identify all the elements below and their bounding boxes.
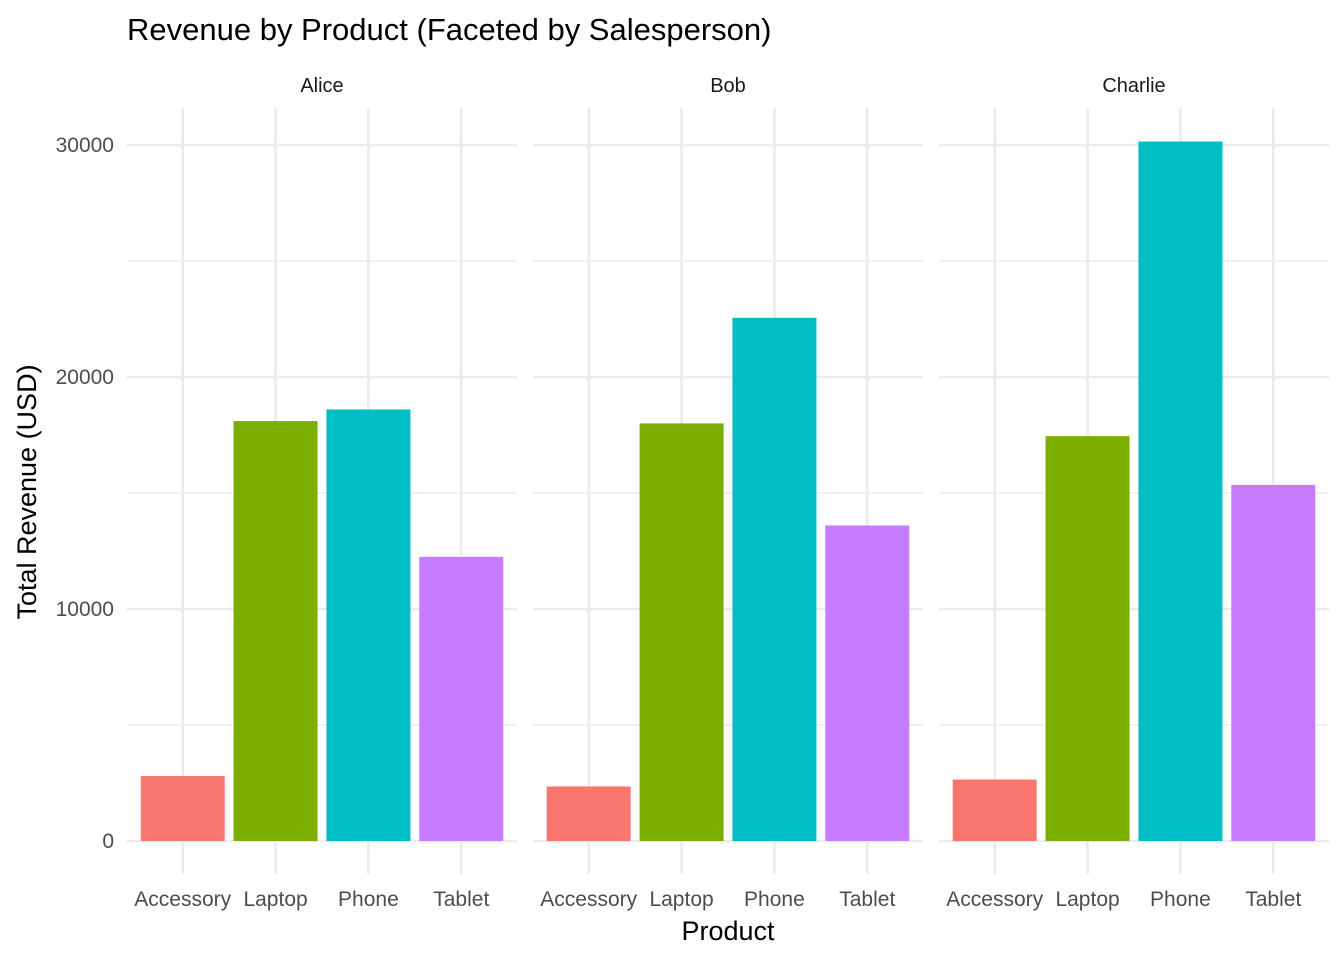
bar-bob-accessory <box>546 786 631 841</box>
facet-strip-label: Bob <box>710 75 746 97</box>
chart-title: Revenue by Product (Faceted by Salespers… <box>127 12 771 47</box>
x-axis-title: Product <box>681 916 775 946</box>
x-tick-label: Phone <box>1150 888 1211 911</box>
facet-strip-label: Alice <box>300 75 343 97</box>
bar-alice-laptop <box>233 421 318 841</box>
bar-bob-tablet <box>825 525 910 841</box>
bar-alice-tablet <box>419 556 504 841</box>
x-tick-label: Tablet <box>839 888 895 911</box>
x-tick-label: Tablet <box>1245 888 1301 911</box>
x-tick-label: Laptop <box>649 888 713 911</box>
x-tick-label: Accessory <box>946 888 1043 911</box>
bar-layer <box>140 141 1316 842</box>
bar-charlie-laptop <box>1045 436 1130 841</box>
y-tick-label: 30000 <box>56 134 114 157</box>
bar-alice-accessory <box>140 776 225 841</box>
x-tick-label: Phone <box>338 888 399 911</box>
y-axis-title: Total Revenue (USD) <box>12 364 42 619</box>
y-tick-label: 20000 <box>56 366 114 389</box>
bar-charlie-phone <box>1138 141 1223 841</box>
x-tick-label: Laptop <box>1055 888 1119 911</box>
x-tick-label: Phone <box>744 888 805 911</box>
x-tick-label: Accessory <box>134 888 231 911</box>
facet-strip-label: Charlie <box>1102 75 1165 97</box>
y-tick-label: 10000 <box>56 598 114 621</box>
bar-bob-phone <box>732 317 817 842</box>
bar-alice-phone <box>326 409 411 841</box>
x-tick-label: Accessory <box>540 888 637 911</box>
label-layer: 0 10000 20000 30000 Alice Accessory Laptop Phon… <box>56 75 1302 911</box>
x-tick-label: Laptop <box>243 888 307 911</box>
bar-charlie-accessory <box>952 779 1037 841</box>
bar-charlie-tablet <box>1231 484 1316 841</box>
x-tick-label: Tablet <box>433 888 489 911</box>
y-tick-label: 0 <box>102 830 114 853</box>
bar-bob-laptop <box>639 423 724 841</box>
